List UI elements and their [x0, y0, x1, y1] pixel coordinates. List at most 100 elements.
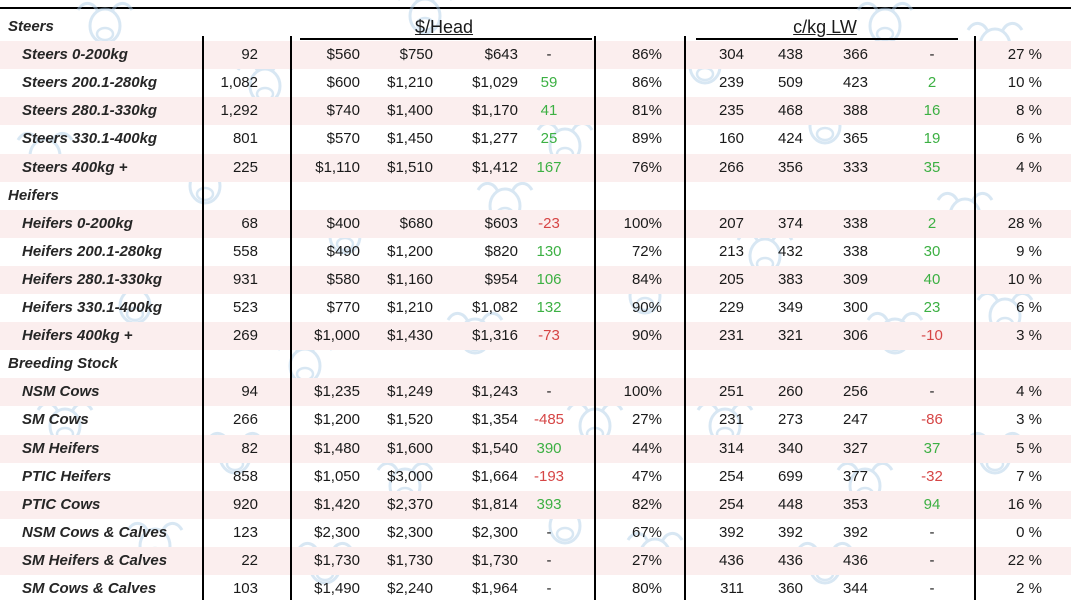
cell-pct: 84%	[631, 270, 662, 288]
cell-h-avg: $1,730	[472, 551, 518, 569]
cell-h-chg: -	[546, 523, 552, 541]
cell-h-min: $740	[326, 102, 360, 120]
cell-head: 858	[232, 467, 258, 485]
cell-c-chg: -10	[921, 327, 943, 345]
table-row: Heifers 0-200kg 68 $400 $680 $603 -23 100% 207 3…	[0, 209, 1071, 238]
cell-c-avg: 436	[842, 551, 868, 569]
cell-h-chg: 41	[540, 102, 558, 120]
cell-share: 6 %	[1016, 130, 1042, 148]
cell-h-min: $570	[326, 130, 360, 148]
cell-c-max: 260	[777, 383, 803, 401]
cell-h-max: $1,730	[387, 551, 433, 569]
cell-head: 22	[241, 551, 258, 569]
table-row: Heifers 200.1-280kg 558 $490 $1,200 $820 130 7…	[0, 238, 1071, 266]
cell-pct: 27%	[631, 411, 662, 429]
cell-head: 1,082	[220, 74, 258, 92]
cell-c-avg: 247	[842, 411, 868, 429]
cell-h-avg: $1,029	[472, 74, 518, 92]
cell-c-max: 321	[777, 327, 803, 345]
cell-h-avg: $1,243	[472, 383, 518, 401]
cell-h-avg: $954	[484, 270, 518, 288]
cell-c-chg: 40	[923, 270, 941, 288]
section-header-row: Heifers	[0, 182, 1071, 210]
table-row: SM Cows 266 $1,200 $1,520 $1,354 -485 27% 231 27…	[0, 406, 1071, 434]
table-row: Steers 280.1-330kg 1,292 $740 $1,400 $1,170 4…	[0, 97, 1071, 126]
cell-h-min: $1,420	[314, 495, 360, 513]
table-row: PTIC Heifers 858 $1,050 $3,000 $1,664 -193 47%…	[0, 463, 1071, 491]
category-label: Steers 330.1-400kg	[22, 130, 158, 148]
cell-share: 27 %	[1007, 46, 1042, 64]
cell-h-max: $3,000	[387, 467, 433, 485]
cell-h-max: $2,240	[387, 580, 433, 597]
cell-share: 4 %	[1016, 158, 1042, 176]
cell-c-chg: 16	[923, 102, 941, 120]
category-label: Steers 400kg +	[22, 158, 128, 176]
cell-c-avg: 256	[842, 383, 868, 401]
cell-c-avg: 309	[842, 270, 868, 288]
cell-share: 16 %	[1007, 495, 1042, 513]
cell-c-avg: 392	[842, 523, 868, 541]
cell-h-max: $750	[399, 46, 433, 64]
cell-h-chg: -	[546, 46, 552, 64]
cell-c-chg: 94	[923, 495, 941, 513]
table-row: SM Heifers & Calves 22 $1,730 $1,730 $1,730 -…	[0, 546, 1071, 575]
cell-share: 3 %	[1016, 327, 1042, 345]
cell-c-avg: 306	[842, 327, 868, 345]
cell-h-avg: $1,354	[472, 411, 518, 429]
cell-c-min: 392	[718, 523, 744, 541]
cell-c-min: 436	[718, 551, 744, 569]
cell-c-avg: 423	[842, 74, 868, 92]
cell-c-chg: -	[929, 580, 935, 597]
cell-share: 9 %	[1016, 242, 1042, 260]
cell-c-min: 235	[718, 102, 744, 120]
cell-h-max: $2,370	[387, 495, 433, 513]
cell-h-min: $2,300	[314, 523, 360, 541]
cents-per-kg-header: c/kg LW	[793, 17, 857, 37]
cell-h-min: $560	[326, 46, 360, 64]
table-row: PTIC Cows 920 $1,420 $2,370 $1,814 393 82% 254 4…	[0, 490, 1071, 519]
column-divider	[290, 36, 292, 600]
cell-h-min: $1,235	[314, 383, 360, 401]
cell-c-chg: 2	[927, 74, 937, 92]
cell-c-max: 340	[777, 439, 803, 457]
section-header-row: Steers	[0, 13, 1071, 41]
cell-pct: 100%	[623, 383, 662, 401]
cell-h-min: $1,050	[314, 467, 360, 485]
cell-h-max: $1,600	[387, 439, 433, 457]
cell-h-avg: $1,540	[472, 439, 518, 457]
cell-h-max: $1,210	[387, 74, 433, 92]
cell-h-avg: $1,814	[472, 495, 518, 513]
cell-h-avg: $643	[484, 46, 518, 64]
cell-pct: 76%	[631, 158, 662, 176]
cell-c-max: 509	[777, 74, 803, 92]
section-label: Steers	[8, 18, 54, 35]
cell-share: 8 %	[1016, 102, 1042, 120]
cell-h-chg: 106	[536, 270, 562, 288]
section-label: Breeding Stock	[8, 355, 119, 373]
cell-h-max: $1,510	[387, 158, 433, 176]
table-row: Steers 400kg + 225 $1,110 $1,510 $1,412 167 76…	[0, 153, 1071, 182]
cell-c-avg: 300	[842, 299, 868, 316]
column-divider	[974, 36, 976, 600]
cell-c-avg: 366	[842, 46, 868, 64]
cell-c-min: 254	[718, 495, 744, 513]
cell-h-min: $770	[326, 299, 360, 316]
cell-head: 103	[232, 580, 258, 597]
cell-c-min: 239	[718, 74, 744, 92]
cell-c-max: 360	[777, 580, 803, 597]
cell-share: 6 %	[1016, 299, 1042, 316]
cell-c-max: 374	[777, 214, 803, 232]
cell-share: 22 %	[1007, 551, 1042, 569]
category-label: Heifers 330.1-400kg	[22, 299, 163, 316]
cell-c-min: 229	[718, 299, 744, 316]
cell-share: 10 %	[1007, 74, 1042, 92]
section-label: Heifers	[8, 186, 59, 204]
column-divider	[684, 36, 686, 600]
table-row: Steers 330.1-400kg 801 $570 $1,450 $1,277 25 8…	[0, 125, 1071, 153]
cell-h-avg: $820	[484, 242, 518, 260]
table-row: NSM Cows 94 $1,235 $1,249 $1,243 - 100% 251 260 2…	[0, 378, 1071, 407]
cell-head: 92	[241, 46, 258, 64]
cell-h-min: $1,730	[314, 551, 360, 569]
cell-c-avg: 365	[842, 130, 868, 148]
cell-c-chg: -	[929, 551, 935, 569]
